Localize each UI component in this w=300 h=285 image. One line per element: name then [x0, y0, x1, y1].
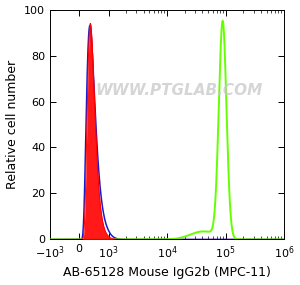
Text: WWW.PTGLAB.COM: WWW.PTGLAB.COM — [95, 83, 262, 97]
Y-axis label: Relative cell number: Relative cell number — [6, 60, 19, 189]
X-axis label: AB-65128 Mouse IgG2b (MPC-11): AB-65128 Mouse IgG2b (MPC-11) — [63, 266, 271, 280]
